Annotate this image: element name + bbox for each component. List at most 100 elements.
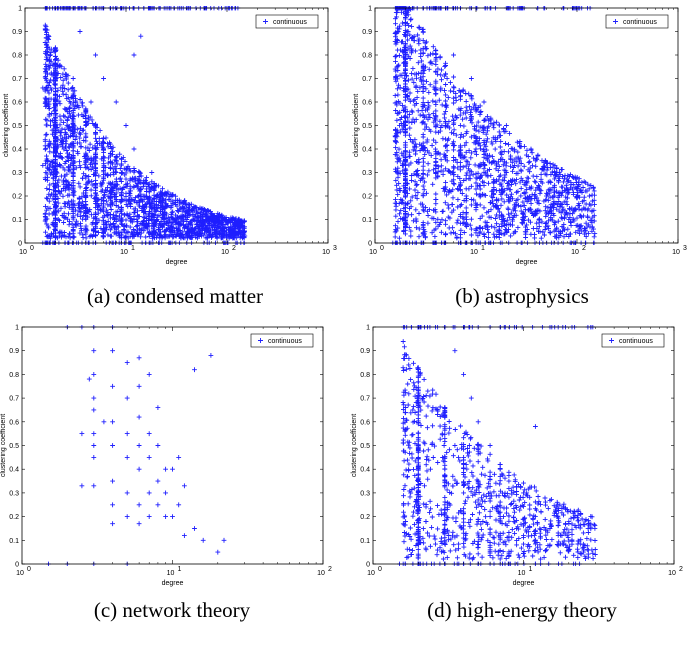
data-point bbox=[156, 213, 162, 218]
data-point bbox=[450, 113, 455, 119]
data-point bbox=[531, 226, 536, 231]
data-point bbox=[45, 35, 51, 41]
data-point bbox=[73, 207, 78, 213]
data-point bbox=[165, 215, 171, 221]
data-point bbox=[53, 192, 58, 198]
data-point bbox=[135, 208, 140, 214]
data-point bbox=[108, 185, 114, 191]
data-point bbox=[161, 205, 167, 210]
data-point bbox=[481, 205, 487, 211]
data-point bbox=[433, 52, 439, 57]
data-point bbox=[183, 200, 188, 206]
data-point bbox=[128, 201, 134, 207]
data-point bbox=[113, 214, 119, 220]
data-point bbox=[463, 205, 469, 211]
data-point bbox=[66, 185, 72, 191]
data-point bbox=[59, 229, 65, 235]
data-point bbox=[473, 207, 479, 213]
data-point bbox=[420, 51, 426, 56]
data-point bbox=[155, 502, 161, 508]
data-point bbox=[124, 490, 130, 496]
data-point bbox=[509, 527, 515, 532]
data-point bbox=[71, 192, 77, 198]
data-point bbox=[223, 222, 229, 227]
data-point bbox=[139, 226, 145, 232]
data-point bbox=[98, 183, 104, 189]
data-point bbox=[70, 163, 76, 168]
data-point bbox=[146, 514, 152, 519]
data-point bbox=[96, 230, 101, 235]
data-point bbox=[487, 451, 493, 457]
data-point bbox=[60, 77, 66, 83]
data-point bbox=[63, 131, 69, 137]
data-point bbox=[503, 141, 508, 146]
data-point bbox=[70, 142, 76, 148]
data-point bbox=[44, 117, 50, 123]
data-point bbox=[83, 175, 89, 181]
legend-label: continuous bbox=[273, 19, 307, 26]
data-point bbox=[96, 173, 102, 179]
data-point bbox=[53, 111, 58, 116]
y-tick-label: 0.6 bbox=[362, 100, 372, 107]
data-point bbox=[232, 223, 237, 229]
data-point bbox=[512, 163, 517, 168]
data-point bbox=[73, 96, 78, 101]
data-point bbox=[105, 144, 111, 150]
data-point bbox=[510, 168, 515, 174]
data-point bbox=[514, 139, 520, 145]
data-point bbox=[69, 221, 75, 227]
data-point bbox=[110, 383, 115, 389]
data-point bbox=[451, 100, 456, 106]
data-point bbox=[78, 144, 84, 149]
x-axis-label: degree bbox=[516, 259, 538, 266]
data-point bbox=[110, 348, 115, 354]
data-point bbox=[430, 181, 436, 187]
data-point bbox=[127, 168, 133, 174]
data-point bbox=[42, 146, 48, 152]
data-point bbox=[136, 502, 142, 508]
data-point bbox=[126, 198, 131, 204]
data-point bbox=[403, 144, 408, 150]
data-point bbox=[53, 91, 58, 97]
data-point bbox=[393, 54, 398, 60]
data-point bbox=[118, 199, 124, 205]
data-point bbox=[201, 232, 207, 238]
data-point bbox=[104, 207, 109, 213]
data-point bbox=[184, 217, 190, 222]
data-point bbox=[46, 225, 51, 231]
data-point bbox=[520, 199, 526, 205]
data-point bbox=[209, 211, 214, 216]
data-point bbox=[509, 191, 514, 197]
data-point bbox=[52, 227, 58, 232]
data-point bbox=[79, 194, 85, 200]
data-point bbox=[58, 75, 64, 80]
data-point bbox=[146, 455, 152, 460]
data-point bbox=[122, 223, 127, 228]
data-point bbox=[176, 502, 182, 508]
data-point bbox=[44, 164, 50, 170]
data-point bbox=[83, 188, 89, 193]
data-point bbox=[86, 174, 92, 179]
data-point bbox=[526, 160, 532, 165]
data-point bbox=[426, 168, 432, 174]
data-point bbox=[91, 443, 97, 448]
data-point bbox=[59, 188, 64, 194]
data-point bbox=[468, 155, 474, 161]
data-point bbox=[241, 234, 247, 240]
data-point bbox=[76, 208, 82, 214]
data-point bbox=[240, 224, 246, 230]
data-point bbox=[202, 208, 208, 213]
data-point bbox=[119, 235, 124, 241]
data-point bbox=[532, 178, 538, 184]
y-axis-label: clustering coefficient bbox=[0, 414, 7, 477]
data-point bbox=[106, 180, 112, 186]
data-point bbox=[404, 474, 410, 480]
data-point bbox=[151, 207, 157, 213]
data-point bbox=[155, 478, 161, 484]
data-point bbox=[83, 150, 89, 156]
data-point bbox=[60, 232, 66, 238]
data-point bbox=[135, 232, 140, 238]
data-point bbox=[154, 205, 159, 211]
data-point bbox=[239, 221, 244, 226]
data-point bbox=[111, 184, 117, 190]
